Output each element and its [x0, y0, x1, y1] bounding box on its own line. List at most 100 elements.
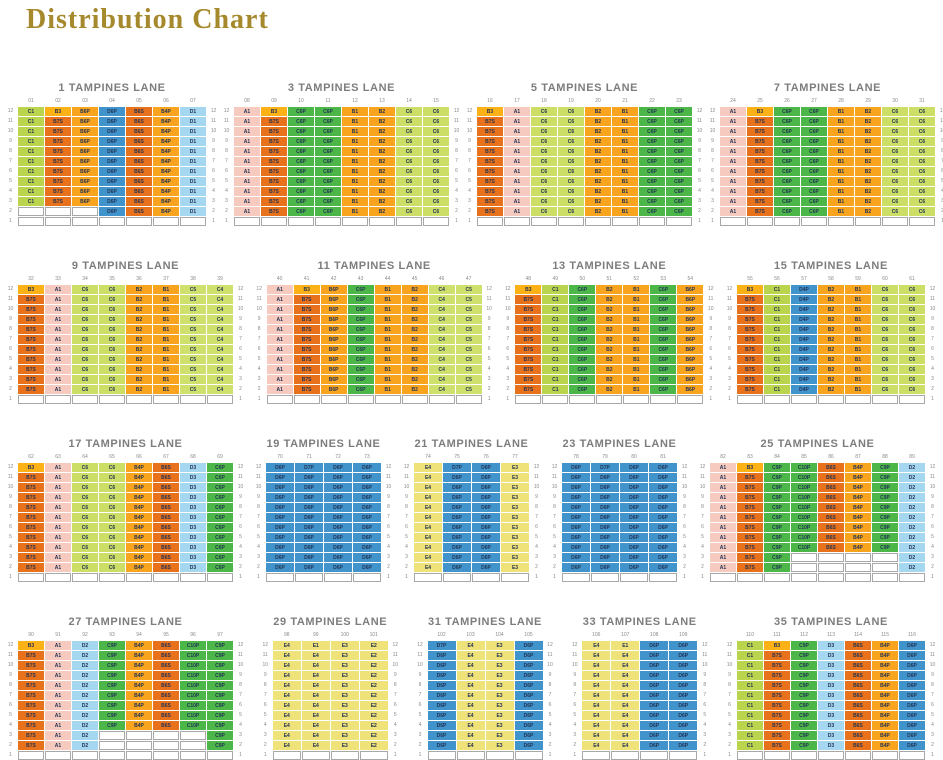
unit-cell: B4P [126, 651, 152, 660]
unit-cell: B4P [845, 513, 871, 522]
unit-cell: D6P [640, 711, 669, 720]
unit-cell: D2 [899, 553, 925, 562]
unit-cell: B2 [596, 315, 623, 324]
unit-cell: B6P [320, 385, 347, 394]
unit-cell: B6S [818, 533, 844, 542]
unit-cell: D6P [669, 681, 698, 690]
unit-cell: C9P [764, 503, 790, 512]
unit-cell: E4 [611, 731, 640, 740]
floor-label-left: 10 [223, 128, 230, 134]
unit-cell: A1 [710, 463, 736, 472]
unit-cell: D7P [295, 463, 323, 472]
empty-unit-cell [315, 217, 341, 226]
unit-cell: E4 [456, 671, 485, 680]
unit-cell: B2 [817, 385, 844, 394]
floor-label-left: 12 [255, 464, 262, 470]
block-grid: 106 107 108 109 12 E4 E1 D6P D6P 12 11 E4 E4 D6P D6P 11… [568, 631, 711, 760]
unit-cell: C9P [791, 691, 817, 700]
floor-label-right: 5 [931, 356, 934, 362]
unit-cell: D6P [620, 473, 648, 482]
unit-cell: B7S [45, 117, 71, 126]
unit-cell: B6S [153, 533, 179, 542]
unit-cell: B1 [612, 127, 638, 136]
unit-cell: E1 [611, 641, 640, 650]
unit-cell: B7S [764, 701, 790, 710]
unit-cell: C6 [871, 285, 898, 294]
floor-label-right: 11 [681, 474, 688, 480]
unit-cell: B2 [585, 187, 611, 196]
stack-number: 53 [660, 276, 667, 282]
floor-label-left: 11 [417, 652, 423, 658]
unit-cell: C10P [180, 641, 206, 650]
floor-label-right: 11 [929, 474, 936, 480]
unit-cell: C5 [455, 345, 482, 354]
unit-cell: E4 [611, 741, 640, 750]
stack-number: 13 [379, 98, 385, 104]
unit-cell: E4 [582, 671, 611, 680]
unit-cell: B1 [623, 295, 650, 304]
unit-cell: B3 [18, 285, 44, 294]
unit-cell: C6 [882, 127, 908, 136]
block-grid: 32 33 34 35 36 37 38 39 12 B3 A1 C6 C6 B2 B1 C5 C4 12 11 B7… [4, 275, 247, 404]
floor-label-left: 7 [553, 514, 556, 520]
floor-label-left: 9 [257, 316, 261, 322]
unit-cell: C1 [18, 147, 44, 156]
unit-cell: C6P [347, 295, 374, 304]
unit-cell: C6 [396, 137, 422, 146]
unit-cell: A1 [720, 207, 746, 216]
unit-cell: B6S [126, 177, 152, 186]
empty-unit-cell [18, 395, 44, 404]
unit-cell: D6P [640, 641, 669, 650]
floor-label-right: 1 [703, 752, 707, 758]
floor-label-left: 11 [7, 474, 14, 480]
unit-cell: C6 [909, 177, 935, 186]
floor-label-right: 11 [453, 118, 460, 124]
unit-cell: C6 [898, 375, 925, 384]
unit-cell: B2 [369, 127, 395, 136]
floor-label-right: 11 [929, 296, 936, 302]
unit-cell: B1 [374, 295, 401, 304]
unit-cell: A1 [720, 137, 746, 146]
unit-cell: C9P [872, 493, 898, 502]
unit-cell: B6S [845, 741, 871, 750]
unit-cell: B7S [293, 325, 320, 334]
unit-cell: B2 [126, 375, 152, 384]
floor-label-left: 2 [9, 742, 12, 748]
unit-cell: D2 [72, 641, 98, 650]
unit-cell: C6P [666, 157, 692, 166]
unit-cell: C6 [871, 305, 898, 314]
grid-corner [696, 453, 709, 462]
unit-cell: B7S [515, 335, 542, 344]
unit-cell: C6P [315, 137, 341, 146]
unit-cell: C10P [791, 503, 817, 512]
unit-cell: C6P [639, 127, 665, 136]
stack-number: 51 [606, 276, 613, 282]
unit-cell: C4 [207, 305, 233, 314]
unit-cell: B7S [477, 177, 503, 186]
unit-cell: B1 [342, 137, 368, 146]
stack-number: 15 [433, 98, 439, 104]
unit-cell: B6S [126, 127, 152, 136]
empty-unit-cell [18, 573, 44, 582]
unit-cell: B1 [828, 177, 854, 186]
unit-cell: B4P [126, 493, 152, 502]
unit-cell: D1 [180, 117, 206, 126]
unit-cell: D6P [669, 721, 698, 730]
block-grid: 62 63 64 65 66 67 68 69 12 B3 A1 C6 C6 B4P B6S D3 C6P 12 1… [4, 453, 247, 582]
empty-unit-cell [791, 553, 817, 562]
stack-number: 27 [811, 98, 817, 104]
unit-cell: D6P [443, 523, 471, 532]
unit-cell: B6P [320, 285, 347, 294]
unit-cell: B6P [677, 355, 704, 364]
unit-cell: C6P [207, 543, 233, 552]
stack-number: 43 [357, 276, 364, 282]
unit-cell: D6P [99, 137, 125, 146]
unit-cell: B7S [45, 157, 71, 166]
empty-unit-cell [180, 741, 206, 750]
unit-cell: A1 [504, 167, 530, 176]
floor-label-left: 12 [417, 642, 423, 648]
unit-cell: B7S [764, 711, 790, 720]
unit-cell: C1 [18, 107, 44, 116]
floor-label-left: 11 [709, 118, 716, 124]
unit-cell: C6P [315, 117, 341, 126]
